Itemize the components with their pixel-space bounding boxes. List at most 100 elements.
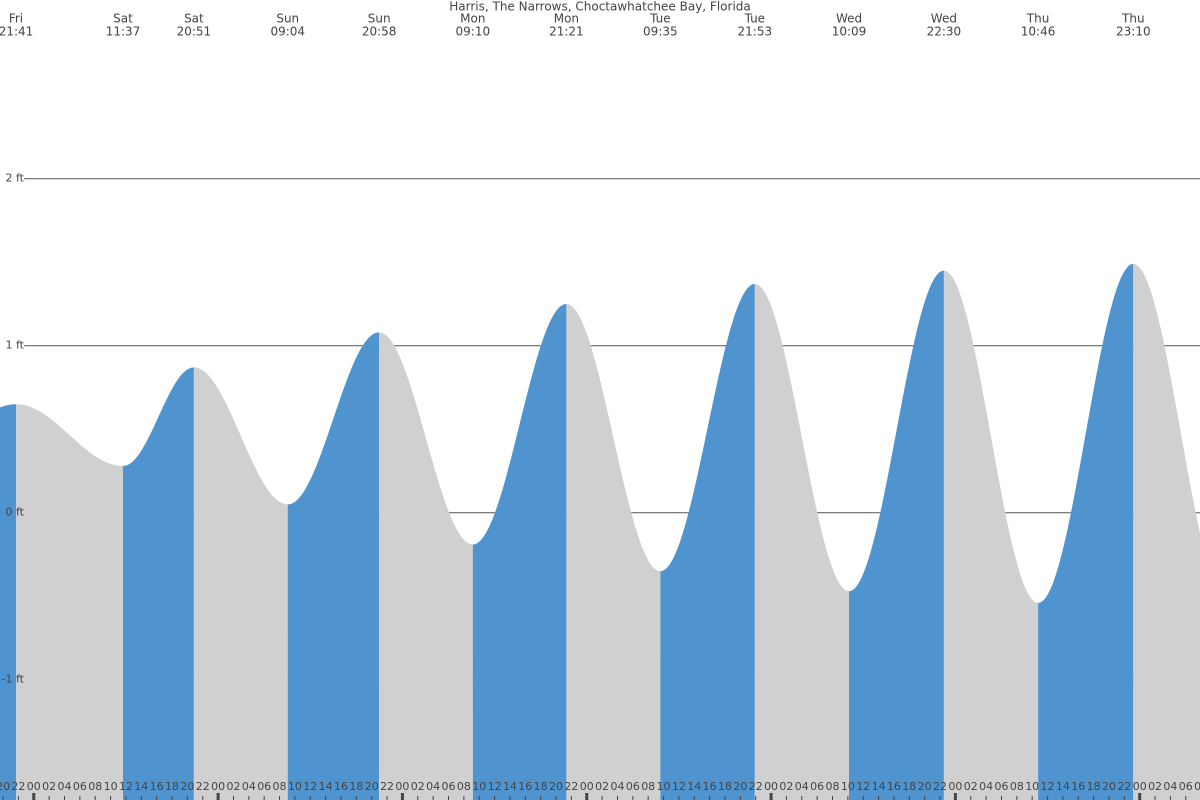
hour-label: 00: [211, 780, 225, 793]
hour-label: 08: [457, 780, 471, 793]
tide-area: [193, 367, 288, 800]
hour-label: 00: [1133, 780, 1147, 793]
hour-label: 12: [1041, 780, 1055, 793]
hour-label: 10: [841, 780, 855, 793]
hour-label: 14: [319, 780, 333, 793]
extreme-time: 22:30: [927, 25, 962, 39]
hour-label: 20: [1102, 780, 1116, 793]
hour-label: 22: [380, 780, 394, 793]
hour-label: 22: [564, 780, 578, 793]
hour-label: 16: [1071, 780, 1085, 793]
extreme-day: Mon: [460, 12, 485, 26]
hour-label: 10: [657, 780, 671, 793]
extreme-time: 21:21: [549, 25, 584, 39]
hour-label: 12: [856, 780, 870, 793]
tide-area: [566, 304, 661, 800]
tide-area: [1133, 263, 1200, 800]
hour-label: 00: [764, 780, 778, 793]
y-tick-label: 0 ft: [6, 506, 25, 519]
hour-label: 20: [918, 780, 932, 793]
tide-area: [1038, 263, 1134, 800]
hour-label: 20: [549, 780, 563, 793]
extreme-time: 10:46: [1021, 25, 1056, 39]
y-tick-label: -1 ft: [2, 673, 25, 686]
hour-label: 06: [257, 780, 271, 793]
hour-label: 16: [887, 780, 901, 793]
hour-label: 14: [134, 780, 148, 793]
hour-label: 02: [779, 780, 793, 793]
extreme-time: 20:58: [362, 25, 397, 39]
hour-label: 18: [534, 780, 548, 793]
extreme-day: Sat: [184, 12, 204, 26]
tide-area: [660, 283, 755, 800]
hour-label: 02: [226, 780, 240, 793]
extreme-time: 10:09: [832, 25, 867, 39]
hour-label: 04: [242, 780, 256, 793]
hour-label: 06: [626, 780, 640, 793]
hour-label: 20: [733, 780, 747, 793]
hour-label: 06: [73, 780, 87, 793]
tide-area: [123, 367, 194, 800]
hour-label: 16: [703, 780, 717, 793]
hour-label: 08: [826, 780, 840, 793]
hour-label: 18: [718, 780, 732, 793]
hour-label: 16: [334, 780, 348, 793]
hour-label: 10: [1025, 780, 1039, 793]
hour-label: 04: [979, 780, 993, 793]
hour-label: 06: [1179, 780, 1193, 793]
hour-label: 16: [150, 780, 164, 793]
hour-label: 10: [288, 780, 302, 793]
hour-label: 08: [88, 780, 102, 793]
hour-label: 22: [11, 780, 25, 793]
hour-label: 18: [1087, 780, 1101, 793]
hour-label: 06: [994, 780, 1008, 793]
hour-label: 18: [902, 780, 916, 793]
extreme-day: Tue: [744, 12, 766, 26]
extreme-time: 09:35: [643, 25, 678, 39]
hour-label: 04: [1163, 780, 1177, 793]
hour-label: 00: [948, 780, 962, 793]
hour-label: 14: [1056, 780, 1070, 793]
extreme-day: Thu: [1026, 12, 1050, 26]
hour-label: 02: [1148, 780, 1162, 793]
hour-label: 02: [411, 780, 425, 793]
tide-area: [379, 332, 473, 800]
extreme-time: 21:41: [0, 25, 33, 39]
extreme-time: 09:10: [456, 25, 491, 39]
extreme-time: 11:37: [106, 25, 141, 39]
hour-label: 22: [1117, 780, 1131, 793]
hour-label: 08: [1194, 780, 1200, 793]
extreme-day: Fri: [9, 12, 23, 26]
hour-label: 06: [810, 780, 824, 793]
hour-label: 10: [472, 780, 486, 793]
hour-label: 16: [518, 780, 532, 793]
extreme-day: Sat: [113, 12, 133, 26]
hour-label: 08: [641, 780, 655, 793]
tide-area: [0, 404, 16, 800]
hour-label: 02: [964, 780, 978, 793]
hour-label: 22: [933, 780, 947, 793]
hour-label: 22: [749, 780, 763, 793]
hour-label: 08: [1010, 780, 1024, 793]
extreme-day: Sun: [276, 12, 299, 26]
hour-label: 20: [180, 780, 194, 793]
extreme-time: 09:04: [270, 25, 305, 39]
extreme-time: 21:53: [738, 25, 773, 39]
y-tick-label: 1 ft: [6, 339, 25, 352]
hour-label: 18: [165, 780, 179, 793]
chart-title: Harris, The Narrows, Choctawhatchee Bay,…: [449, 0, 751, 14]
tide-area: [943, 270, 1039, 800]
extreme-day: Sun: [368, 12, 391, 26]
hour-label: 12: [488, 780, 502, 793]
hour-label: 00: [27, 780, 41, 793]
tide-area: [754, 283, 849, 800]
tide-area: [287, 332, 380, 800]
hour-label: 20: [0, 780, 10, 793]
tide-area: [849, 270, 944, 800]
hour-label: 04: [58, 780, 72, 793]
tide-area: [472, 304, 567, 800]
hour-label: 12: [303, 780, 317, 793]
hour-label: 04: [610, 780, 624, 793]
extreme-day: Wed: [931, 12, 957, 26]
